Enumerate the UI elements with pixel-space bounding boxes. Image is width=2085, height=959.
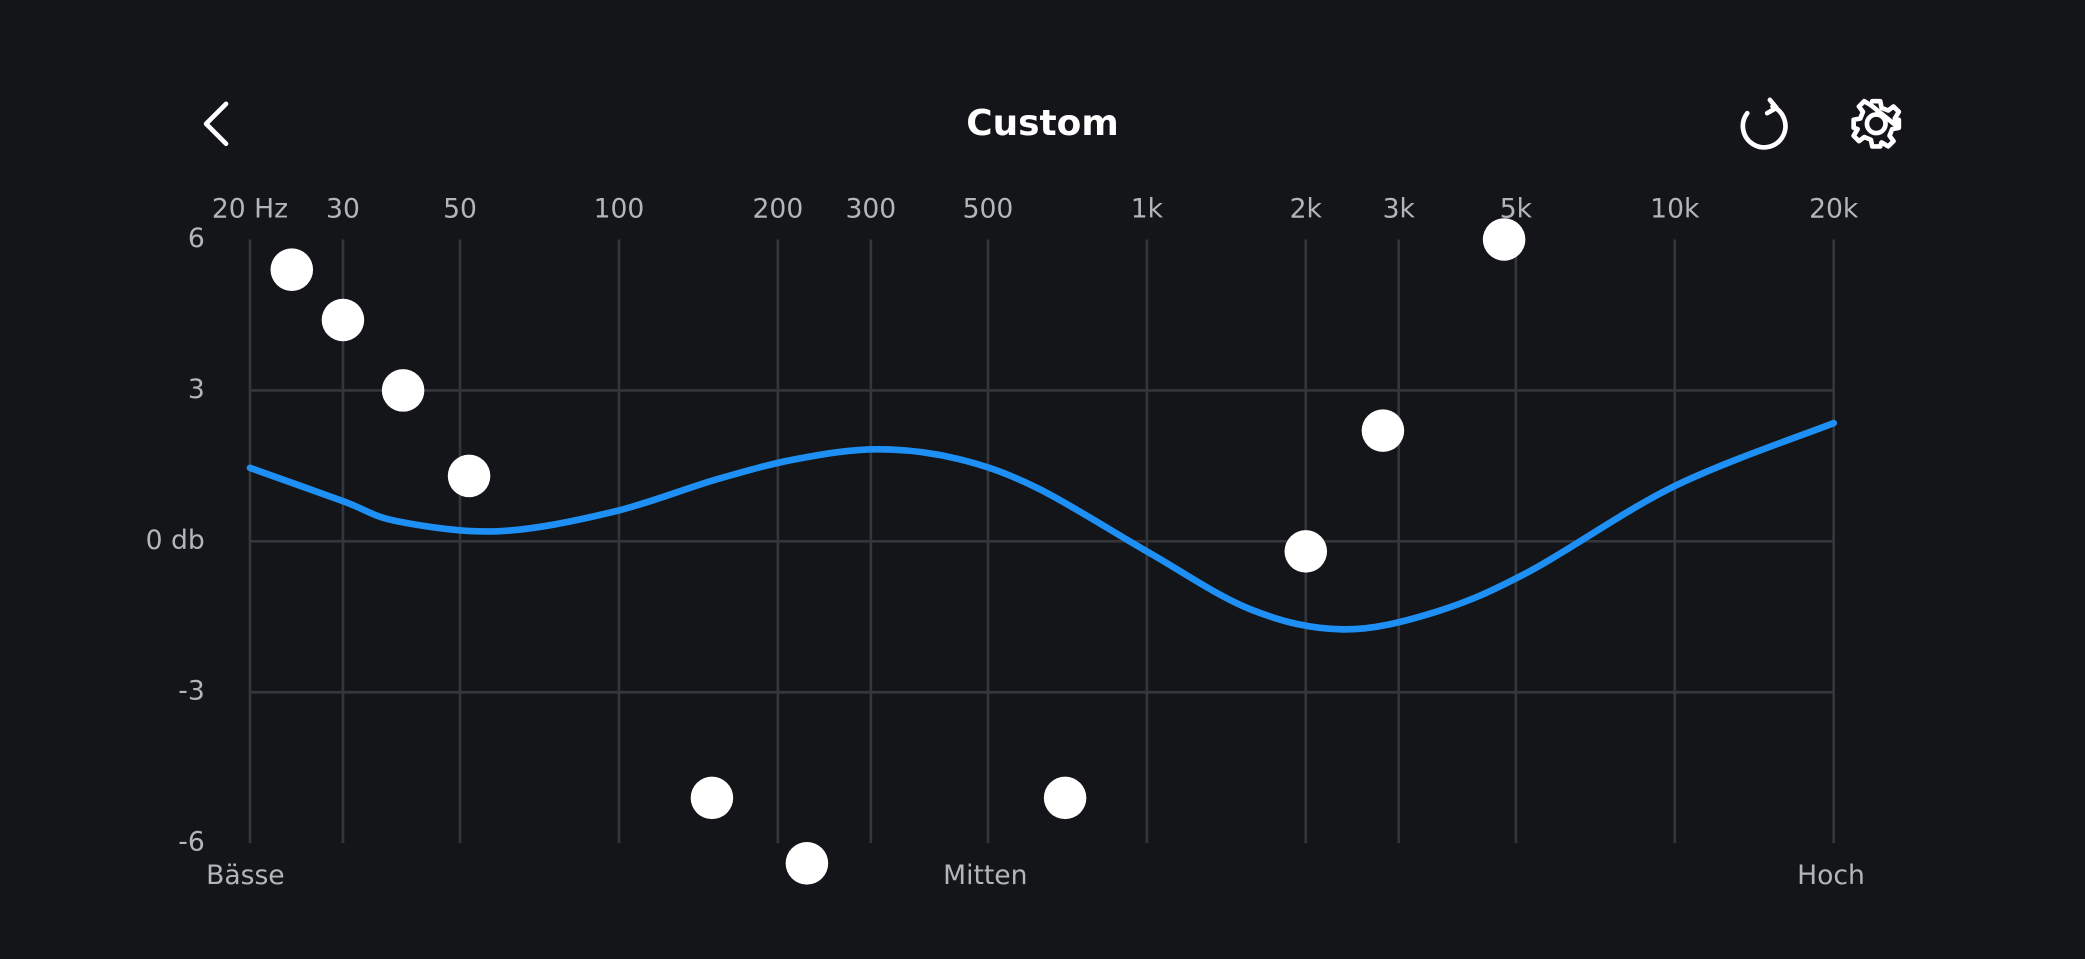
reset-arrow[interactable] xyxy=(1764,97,1779,116)
x-tick-label: 200 xyxy=(753,194,804,225)
x-tick-label: 1k xyxy=(1131,194,1164,225)
x-tick-label: 30 xyxy=(326,194,360,225)
eq-handle[interactable] xyxy=(1482,218,1526,261)
eq-handle[interactable] xyxy=(321,298,365,342)
y-tick-label: 0 db xyxy=(146,525,205,556)
y-tick-label: 3 xyxy=(188,374,205,405)
settings-hub[interactable] xyxy=(1864,112,1888,136)
eq-handle[interactable] xyxy=(447,454,491,498)
x-tick-label: 3k xyxy=(1383,194,1416,225)
back-button[interactable] xyxy=(186,93,246,153)
eq-handle[interactable] xyxy=(1284,530,1328,573)
x-tick-label: 20k xyxy=(1809,194,1859,225)
eq-handle[interactable] xyxy=(690,776,734,820)
eq-curve xyxy=(246,419,1838,633)
x-tick-label: 20 Hz xyxy=(212,194,288,225)
x-tick-label: 300 xyxy=(845,194,896,225)
settings-button[interactable] xyxy=(1851,98,1902,149)
x-tick-label: 100 xyxy=(594,194,645,225)
back-icon[interactable] xyxy=(203,101,229,147)
settings-icon[interactable] xyxy=(1851,98,1902,149)
band-label: Bässe xyxy=(206,860,285,891)
title: Custom xyxy=(966,103,1118,144)
back-hit-area[interactable] xyxy=(186,93,246,153)
eq-handle[interactable] xyxy=(1361,409,1405,452)
eq-handle[interactable] xyxy=(270,248,314,291)
x-tick-label: 10k xyxy=(1650,194,1700,225)
eq-handle[interactable] xyxy=(785,842,829,885)
y-tick-label: 6 xyxy=(188,223,205,254)
reset-icon[interactable] xyxy=(1740,104,1788,150)
y-tick-label: -3 xyxy=(178,676,205,707)
x-tick-label: 50 xyxy=(443,194,477,225)
reset-button[interactable] xyxy=(1731,93,1792,154)
x-tick-label: 2k xyxy=(1290,194,1323,225)
eq-handle[interactable] xyxy=(381,369,425,412)
band-label: Mitten xyxy=(943,860,1027,891)
band-label: Hoch xyxy=(1797,860,1865,891)
x-tick-label: 500 xyxy=(963,194,1014,225)
eq-handle[interactable] xyxy=(1043,776,1087,820)
y-tick-label: -6 xyxy=(178,827,205,858)
